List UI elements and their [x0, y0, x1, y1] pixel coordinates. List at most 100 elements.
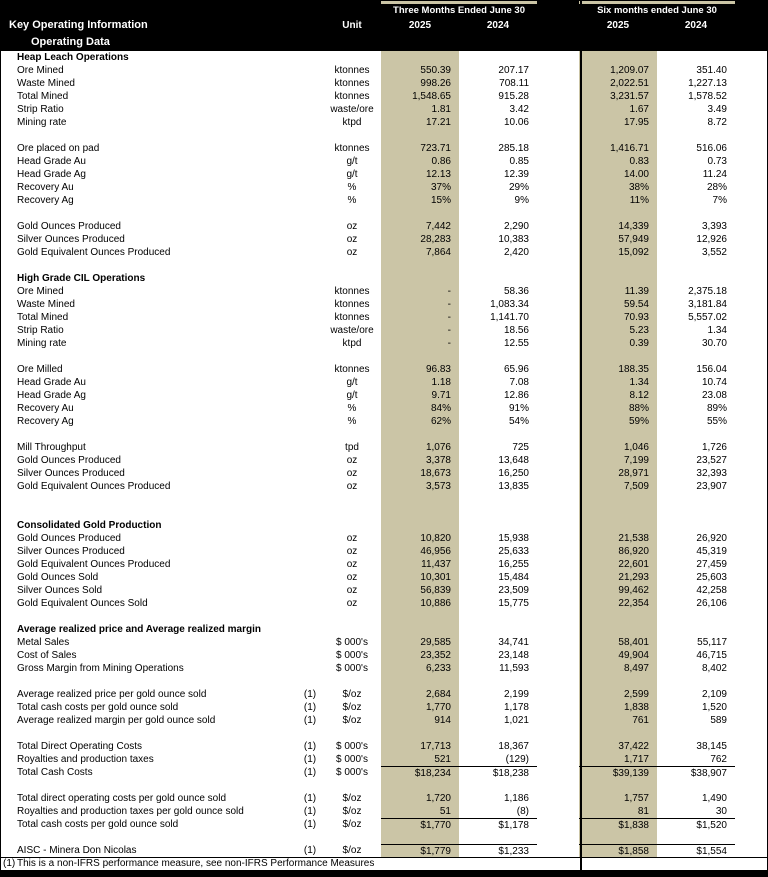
- cell-3mo-2025: 51: [381, 805, 459, 818]
- group-gap: [537, 272, 579, 285]
- cell-6mo-2025: [579, 506, 657, 519]
- group-gap: [537, 233, 579, 246]
- unit-cell: oz: [346, 533, 358, 544]
- note-marker: [297, 402, 323, 415]
- cell-3mo-2024: 13,835: [498, 481, 529, 492]
- note-marker: (1): [303, 806, 317, 817]
- data-row: Gold Ounces Produced oz 3,378 13,648 7,199 23…: [1, 454, 767, 467]
- cell-6mo-2025: 59%: [579, 415, 657, 428]
- row-label: Average realized price and Average reali…: [17, 624, 261, 635]
- group-divider-line: [580, 1, 582, 876]
- cell-3mo-2024: (129): [505, 754, 529, 765]
- cell-6mo-2025: 28,971: [579, 467, 657, 480]
- cell-3mo-2025: 9.71: [381, 389, 459, 402]
- cell-3mo-2024: 18,367: [498, 741, 529, 752]
- data-row: Ore Milled ktonnes 96.83 65.96 188.35 156.04: [1, 363, 767, 376]
- cell-3mo-2025: 62%: [381, 415, 459, 428]
- cell-6mo-2025: 86,920: [579, 545, 657, 558]
- unit-cell: $ 000's: [336, 767, 368, 778]
- cell-3mo-2024: 12.86: [503, 390, 529, 401]
- cell-3mo-2024: 23,148: [498, 650, 529, 661]
- cell-6mo-2024: 1,227.13: [688, 78, 727, 89]
- note-marker: [297, 194, 323, 207]
- cell-6mo-2024: 3,393: [701, 221, 727, 232]
- note-marker: [297, 220, 323, 233]
- cell-6mo-2024: $1,520: [657, 818, 735, 831]
- right-gap: [735, 454, 767, 467]
- cell-6mo-2024: 55,117: [697, 637, 727, 648]
- right-gap: [735, 545, 767, 558]
- note-marker: [297, 272, 323, 285]
- cell-3mo-2024: 7.08: [509, 377, 529, 388]
- cell-3mo-2024: 25,633: [498, 546, 529, 557]
- cell-3mo-2025: [381, 623, 459, 636]
- cell-6mo-2024: 1,520: [701, 702, 727, 713]
- row-label: Ore Mined: [17, 65, 64, 76]
- cell-6mo-2024: 26,106: [696, 598, 727, 609]
- cell-6mo-2024: 7%: [712, 195, 727, 206]
- group-gap: [537, 766, 579, 779]
- spacer-row: [1, 207, 767, 220]
- right-gap: [735, 155, 767, 168]
- cell-6mo-2025: 7,199: [579, 454, 657, 467]
- cell-3mo-2025: 28,283: [381, 233, 459, 246]
- data-row: Average realized margin per gold ounce s…: [1, 714, 767, 727]
- right-gap: [735, 571, 767, 584]
- row-label: Recovery Au: [17, 403, 74, 414]
- group-gap: [537, 454, 579, 467]
- data-row: Royalties and production taxes per gold …: [1, 805, 767, 818]
- cell-6mo-2025: 21,293: [579, 571, 657, 584]
- cell-6mo-2024: 0.73: [707, 156, 727, 167]
- note-marker: (1): [303, 689, 317, 700]
- note-marker: [297, 610, 323, 623]
- section-header-row: Consolidated Gold Production: [1, 519, 767, 532]
- unit-cell: waste/ore: [330, 325, 374, 336]
- cell-6mo-2025: 8.12: [579, 389, 657, 402]
- note-marker: [297, 181, 323, 194]
- group-gap: [537, 675, 579, 688]
- data-row: Recovery Au% 84% 91% 88% 89%: [1, 402, 767, 415]
- data-row: Total Cash Costs (1) $ 000's $18,234 $18,238…: [1, 766, 767, 779]
- cell-6mo-2024: 32,393: [696, 468, 727, 479]
- note-marker: [297, 415, 323, 428]
- row-label: [1, 350, 297, 363]
- data-row: Cost of Sales $ 000's 23,352 23,148 49,904 46…: [1, 649, 767, 662]
- group-gap: [537, 428, 579, 441]
- row-label: Average realized price per gold ounce so…: [17, 689, 207, 700]
- row-label: [1, 493, 297, 506]
- cell-3mo-2024: 1,021: [503, 715, 529, 726]
- row-label: Silver Ounces Produced: [17, 546, 125, 557]
- note-marker: [297, 64, 323, 77]
- data-row: Total Direct Operating Costs (1) $ 000's 17…: [1, 740, 767, 753]
- unit-cell: [323, 779, 381, 792]
- cell-6mo-2025: 1,757: [579, 792, 657, 805]
- cell-3mo-2024: 29%: [508, 182, 529, 193]
- right-gap: [735, 259, 767, 272]
- cell-6mo-2025: 1.67: [579, 103, 657, 116]
- group-gap: [537, 246, 579, 259]
- note-marker: [297, 584, 323, 597]
- right-gap: [735, 675, 767, 688]
- right-gap: [735, 506, 767, 519]
- note-marker: (1): [303, 793, 317, 804]
- unit-cell: ktonnes: [334, 65, 370, 76]
- note-marker: (1): [303, 767, 317, 778]
- group-gap: [537, 480, 579, 493]
- unit-cell: [323, 272, 381, 285]
- cell-6mo-2025: 37,422: [579, 740, 657, 753]
- cell-3mo-2024: $1,178: [459, 818, 537, 831]
- group-gap: [537, 441, 579, 454]
- cell-3mo-2025: 998.26: [381, 77, 459, 90]
- right-gap: [735, 610, 767, 623]
- note-marker: [297, 662, 323, 675]
- right-gap: [735, 363, 767, 376]
- note-marker: [297, 298, 323, 311]
- cell-3mo-2024: 15,484: [498, 572, 529, 583]
- group-gap: [537, 545, 579, 558]
- cell-3mo-2025: 12.13: [381, 168, 459, 181]
- right-gap: [735, 753, 767, 766]
- note-marker: [297, 51, 323, 64]
- cell-3mo-2024: 11,593: [499, 663, 529, 674]
- cell-3mo-2024: 285.18: [498, 143, 529, 154]
- unit-cell: oz: [346, 559, 358, 570]
